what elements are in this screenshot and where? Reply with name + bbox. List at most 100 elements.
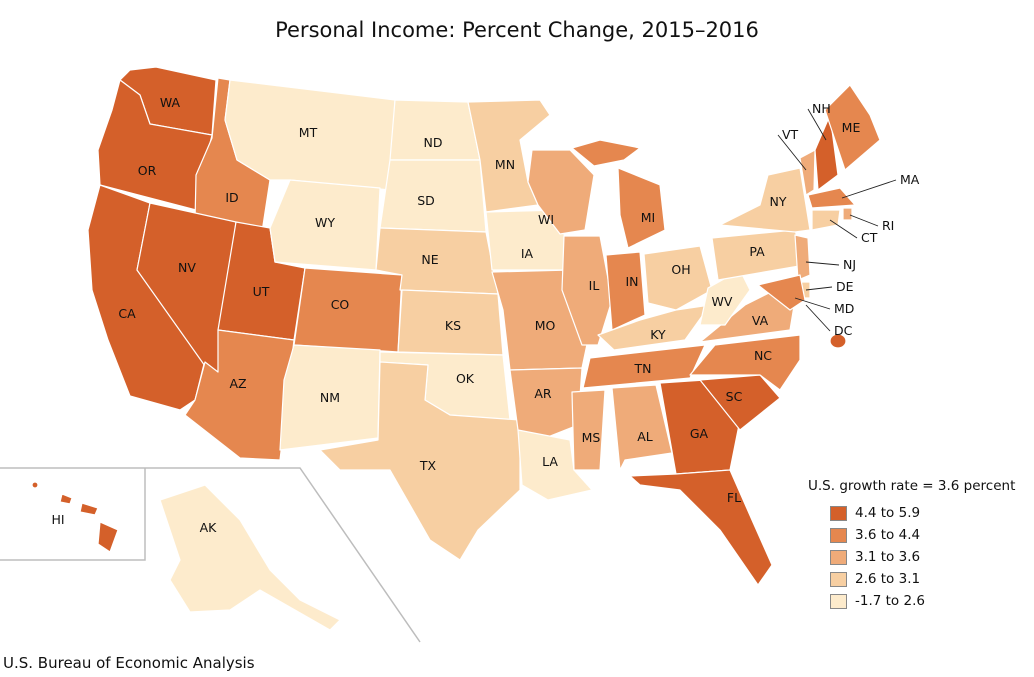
state-label-nj: NJ [843, 257, 856, 272]
state-md [757, 274, 806, 311]
state-label-ut: UT [253, 284, 270, 299]
legend-swatch [830, 505, 847, 521]
legend-swatch [830, 593, 847, 609]
legend-item: -1.7 to 2.6 [808, 590, 1028, 612]
state-label-nm: NM [320, 390, 340, 405]
leader-line-nh [807, 108, 827, 141]
state-wy [269, 179, 381, 271]
state-il [561, 235, 613, 346]
legend: U.S. growth rate = 3.6 percent 4.4 to 5.… [808, 478, 1028, 612]
state-label-pa: PA [749, 244, 765, 259]
state-label-hi: HI [51, 512, 64, 527]
legend-title: U.S. growth rate = 3.6 percent [808, 478, 1016, 494]
state-label-dc: DC [834, 323, 853, 338]
state-label-id: ID [225, 190, 238, 205]
state-label-nc: NC [754, 348, 772, 363]
state-label-ar: AR [534, 386, 552, 401]
leader-line-vt [777, 134, 807, 171]
state-nm [279, 344, 381, 451]
state-label-tx: TX [419, 458, 437, 473]
state-label-il: IL [589, 278, 600, 293]
state-ct [811, 209, 841, 231]
state-label-nd: ND [424, 135, 443, 150]
state-label-ga: GA [690, 426, 709, 441]
state-hi [31, 481, 119, 553]
state-label-ma: MA [900, 172, 920, 187]
state-label-va: VA [752, 313, 769, 328]
legend-item: 3.1 to 3.6 [808, 546, 1028, 568]
leader-line-nj [805, 261, 840, 266]
state-label-ne: NE [421, 252, 438, 267]
leader-line-ct [829, 219, 858, 239]
legend-swatch [830, 571, 847, 587]
leader-line-de [805, 286, 833, 291]
state-label-sd: SD [417, 193, 435, 208]
state-ri [842, 207, 853, 221]
state-label-wi: WI [538, 212, 554, 227]
inset-frame [0, 467, 421, 643]
state-label-co: CO [331, 297, 350, 312]
state-label-az: AZ [229, 376, 246, 391]
state-label-in: IN [625, 274, 638, 289]
state-mi [571, 139, 666, 249]
state-nj [794, 234, 811, 281]
state-label-ky: KY [650, 327, 666, 342]
state-label-wv: WV [712, 294, 733, 309]
state-ne [375, 227, 499, 295]
state-label-ca: CA [118, 306, 136, 321]
legend-label: 3.1 to 3.6 [855, 549, 921, 565]
legend-label: 3.6 to 4.4 [855, 527, 921, 543]
state-label-mi: MI [641, 210, 655, 225]
state-tn [582, 344, 706, 389]
states-layer [31, 66, 881, 631]
legend-label: 2.6 to 3.1 [855, 571, 921, 587]
leader-line-md [794, 297, 831, 310]
state-me [824, 84, 881, 171]
state-label-ct: CT [861, 230, 878, 245]
legend-label: 4.4 to 5.9 [855, 505, 921, 521]
legend-item: 2.6 to 3.1 [808, 568, 1028, 590]
state-label-wa: WA [160, 95, 181, 110]
state-sc [699, 374, 781, 431]
state-ms [571, 389, 606, 471]
state-label-tn: TN [634, 361, 652, 376]
state-label-nv: NV [178, 260, 196, 275]
state-ar [509, 367, 583, 441]
state-label-vt: VT [782, 127, 799, 142]
state-label-wy: WY [315, 215, 335, 230]
state-wi [527, 149, 595, 235]
state-label-al: AL [637, 429, 653, 444]
map-title: Personal Income: Percent Change, 2015–20… [275, 18, 759, 42]
state-label-fl: FL [727, 490, 741, 505]
legend-swatch [830, 527, 847, 543]
state-label-ks: KS [445, 318, 461, 333]
state-label-ms: MS [582, 430, 601, 445]
leader-line-ma [841, 179, 897, 199]
legend-swatch [830, 549, 847, 565]
state-ma [807, 187, 856, 209]
state-label-ak: AK [200, 520, 218, 535]
state-label-oh: OH [671, 262, 690, 277]
state-label-la: LA [542, 454, 558, 469]
state-label-de: DE [836, 279, 854, 294]
inset-frame-hawaii [0, 468, 146, 561]
state-dc [829, 333, 847, 349]
state-oh [643, 245, 713, 311]
state-label-me: ME [842, 120, 861, 135]
state-ny [719, 167, 811, 233]
state-vt [799, 149, 816, 196]
state-label-ia: IA [521, 246, 534, 261]
state-la [517, 429, 593, 501]
legend-item: 4.4 to 5.9 [808, 502, 1028, 524]
state-ak [159, 484, 341, 631]
legend-label: -1.7 to 2.6 [855, 593, 925, 609]
state-label-mn: MN [495, 157, 515, 172]
state-nd [389, 99, 481, 161]
state-tx [319, 361, 521, 561]
state-label-ok: OK [456, 371, 475, 386]
state-label-sc: SC [726, 389, 743, 404]
state-label-nh: NH [812, 101, 831, 116]
state-label-ri: RI [882, 218, 894, 233]
state-label-md: MD [834, 301, 854, 316]
